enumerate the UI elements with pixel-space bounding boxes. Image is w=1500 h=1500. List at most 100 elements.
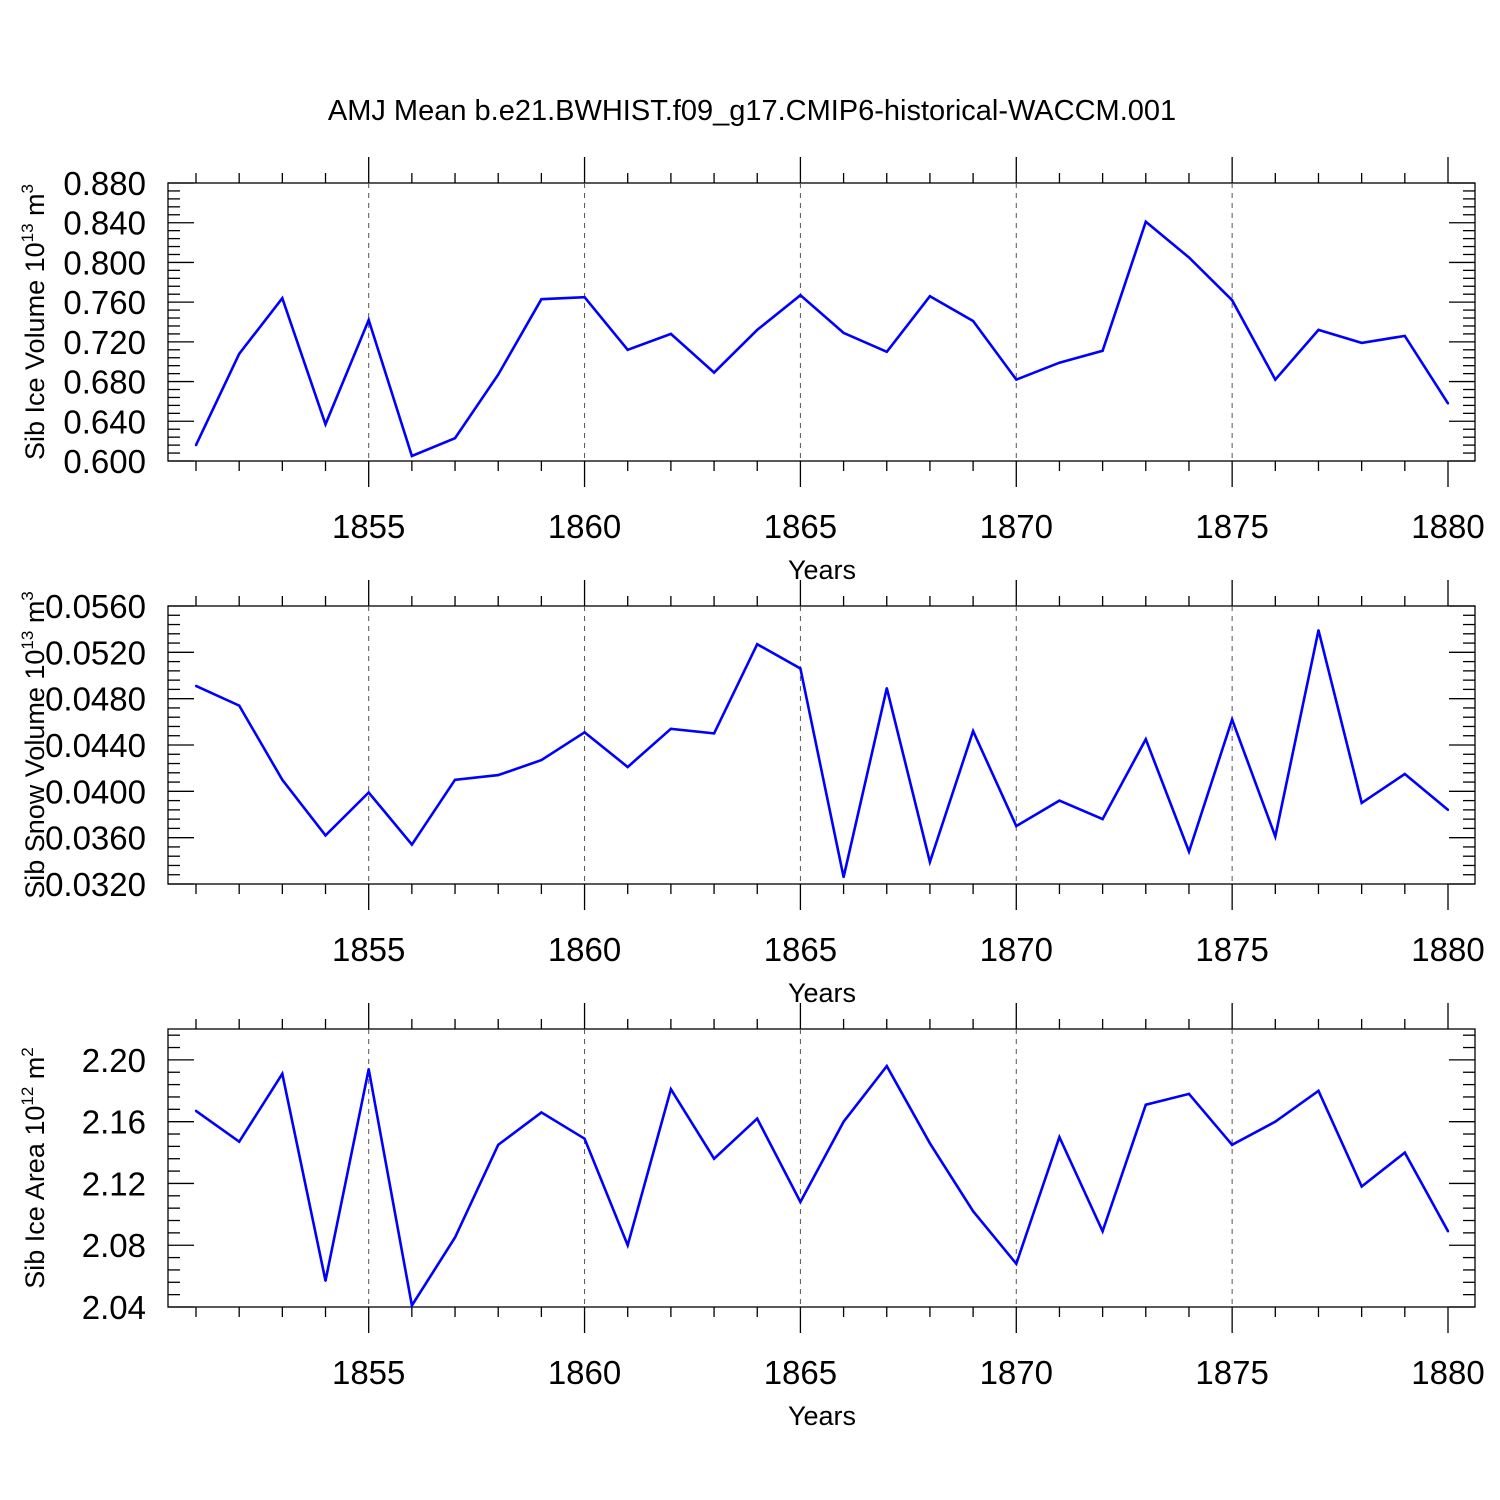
data-point	[1058, 799, 1061, 802]
y-axis-label-unit-exponent: 3	[18, 591, 37, 600]
x-tick-label: 1865	[764, 931, 837, 968]
data-point	[669, 727, 673, 730]
x-tick-label: 1870	[980, 508, 1053, 545]
data-point	[540, 297, 543, 301]
y-axis-label-unit-exponent: 2	[18, 1047, 37, 1056]
data-point	[453, 436, 457, 440]
y-axis-label-exponent: 12	[18, 1087, 37, 1106]
data-point	[799, 1200, 802, 1204]
data-point	[367, 791, 370, 794]
x-tick-label: 1860	[548, 1354, 621, 1391]
data-point	[799, 293, 802, 297]
data-point	[540, 758, 543, 762]
data-point	[1274, 835, 1277, 838]
x-tick-label: 1870	[980, 1354, 1053, 1391]
y-tick-label: 0.760	[63, 284, 146, 321]
y-axis-label-text: Sib Ice Area 10	[20, 1106, 50, 1289]
data-point	[756, 328, 759, 332]
y-tick-label: 0.0520	[45, 634, 146, 671]
y-axis-label-unit: m	[20, 601, 50, 631]
panel-2: 1855 1860 1865 1870 1875 1880 Years 0.0320 0.036…	[18, 580, 1485, 1008]
y-axis-label-unit: m	[20, 1057, 50, 1087]
data-point	[928, 294, 932, 298]
y-tick-label: 0.0480	[45, 681, 146, 718]
y-tick-label: 0.680	[63, 364, 146, 401]
data-point	[237, 352, 241, 355]
data-point	[410, 1304, 414, 1307]
data-point	[712, 732, 716, 735]
x-tick-label: 1855	[332, 508, 405, 545]
data-point	[540, 1111, 543, 1114]
data-point	[1403, 772, 1407, 776]
data-point	[410, 454, 414, 458]
data-point	[1015, 1262, 1018, 1265]
chart-title: AMJ Mean b.e21.BWHIST.f09_g17.CMIP6-hist…	[328, 95, 1176, 127]
data-point	[194, 1109, 198, 1113]
data-point	[1015, 824, 1018, 828]
y-tick-label: 2.16	[82, 1104, 146, 1141]
series-line	[195, 1063, 1450, 1310]
data-point	[1187, 256, 1191, 259]
x-tick-label: 1875	[1195, 931, 1268, 968]
panel-3: 1855 1860 1865 1870 1875 1880 Years 2.04 2.08 2.1…	[18, 1003, 1485, 1431]
y-axis-label: Sib Ice Volume 1013 m3	[18, 184, 50, 460]
data-point	[1144, 738, 1147, 741]
data-point	[756, 1117, 759, 1120]
x-tick-label: 1865	[764, 1354, 837, 1391]
data-point	[1446, 1230, 1450, 1233]
data-point	[1230, 298, 1234, 302]
data-point	[453, 778, 457, 781]
y-axis-label-text: Sib Snow Volume 10	[20, 650, 50, 899]
data-point	[842, 331, 845, 335]
data-point	[497, 1143, 500, 1147]
data-point	[194, 443, 198, 447]
y-axis-label-unit-exponent: 3	[18, 184, 37, 193]
data-point	[1317, 629, 1320, 632]
data-point	[1360, 801, 1363, 805]
x-tick-label: 1865	[764, 508, 837, 545]
x-tick-label: 1860	[548, 931, 621, 968]
y-tick-label: 2.20	[82, 1042, 146, 1079]
data-point	[1058, 361, 1061, 364]
y-tick-label: 0.0320	[45, 866, 146, 903]
data-point	[885, 350, 888, 353]
data-point	[1317, 1089, 1320, 1092]
data-point	[885, 687, 888, 690]
data-point	[1187, 850, 1191, 853]
y-tick-label: 0.640	[63, 403, 146, 440]
y-axis-label-unit: m	[20, 193, 50, 223]
data-point	[1360, 1185, 1363, 1188]
x-tick-label: 1880	[1411, 508, 1484, 545]
y-axis-label: Sib Snow Volume 1013 m3	[18, 591, 50, 899]
data-point	[842, 1120, 845, 1123]
data-point	[712, 371, 716, 374]
x-axis-label: Years	[788, 978, 856, 1008]
data-point	[756, 643, 759, 646]
data-point	[669, 332, 673, 336]
data-point	[1446, 402, 1450, 405]
data-point	[1101, 349, 1104, 352]
data-point	[842, 875, 845, 879]
data-point	[583, 731, 586, 734]
data-point	[1187, 1092, 1191, 1096]
data-point	[1317, 328, 1320, 332]
data-point	[324, 834, 327, 837]
data-point	[1144, 1103, 1147, 1106]
data-point	[1446, 808, 1450, 812]
data-point	[626, 1244, 629, 1247]
y-tick-label: 2.04	[82, 1289, 146, 1326]
x-tick-label: 1880	[1411, 1354, 1484, 1391]
y-axis-label-exponent: 13	[18, 631, 37, 650]
data-point	[885, 1064, 888, 1068]
data-point	[971, 1210, 975, 1213]
y-axis-label-exponent: 13	[18, 223, 37, 242]
x-tick-label: 1860	[548, 508, 621, 545]
data-point	[626, 348, 629, 351]
x-axis-label: Years	[788, 1401, 856, 1431]
x-tick-label: 1875	[1195, 1354, 1268, 1391]
data-point	[928, 860, 932, 864]
y-axis-label: Sib Ice Area 1012 m2	[18, 1047, 50, 1289]
data-point	[1230, 718, 1234, 721]
data-point	[281, 296, 284, 300]
